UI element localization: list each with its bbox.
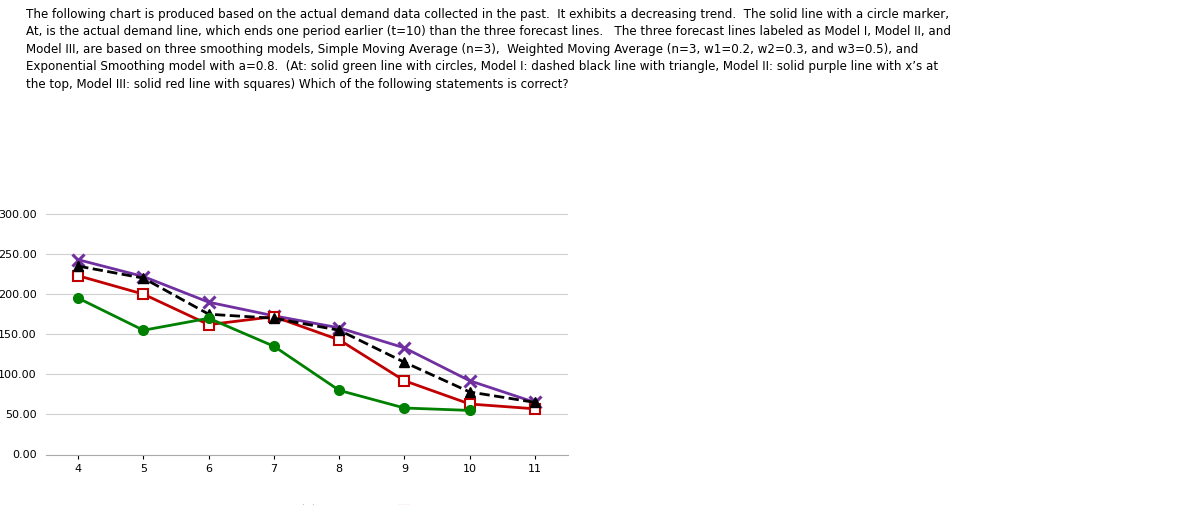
At <box>137 327 151 333</box>
Text: The following chart is produced based on the actual demand data collected in the: The following chart is produced based on… <box>26 8 952 90</box>
Line: At: At <box>73 293 474 415</box>
At <box>71 295 85 301</box>
Model II <box>71 257 85 263</box>
Model II <box>202 299 216 305</box>
Model I <box>266 315 281 321</box>
Model I <box>397 359 412 365</box>
Model II <box>137 274 151 280</box>
Legend: At, Model I, Model II, Model III: At, Model I, Model II, Model III <box>134 501 479 505</box>
Model III <box>397 378 412 384</box>
At <box>266 343 281 349</box>
Model III <box>528 406 542 412</box>
Line: Model I: Model I <box>73 261 540 407</box>
At <box>332 387 347 393</box>
Model III <box>266 314 281 320</box>
Model I <box>137 275 151 281</box>
Model II <box>528 399 542 406</box>
Model III <box>462 401 476 407</box>
Model I <box>202 311 216 317</box>
Model III <box>137 291 151 297</box>
Model II <box>397 345 412 351</box>
At <box>397 405 412 411</box>
Line: Model III: Model III <box>73 271 540 414</box>
Model II <box>266 313 281 319</box>
Model II <box>332 325 347 331</box>
Model I <box>462 389 476 395</box>
Model III <box>332 337 347 343</box>
At <box>462 408 476 414</box>
Model III <box>202 322 216 328</box>
Model I <box>528 399 542 406</box>
Model III <box>71 273 85 279</box>
Model II <box>462 378 476 384</box>
Model I <box>71 263 85 269</box>
Model I <box>332 327 347 333</box>
Line: Model II: Model II <box>72 254 541 409</box>
At <box>202 315 216 321</box>
